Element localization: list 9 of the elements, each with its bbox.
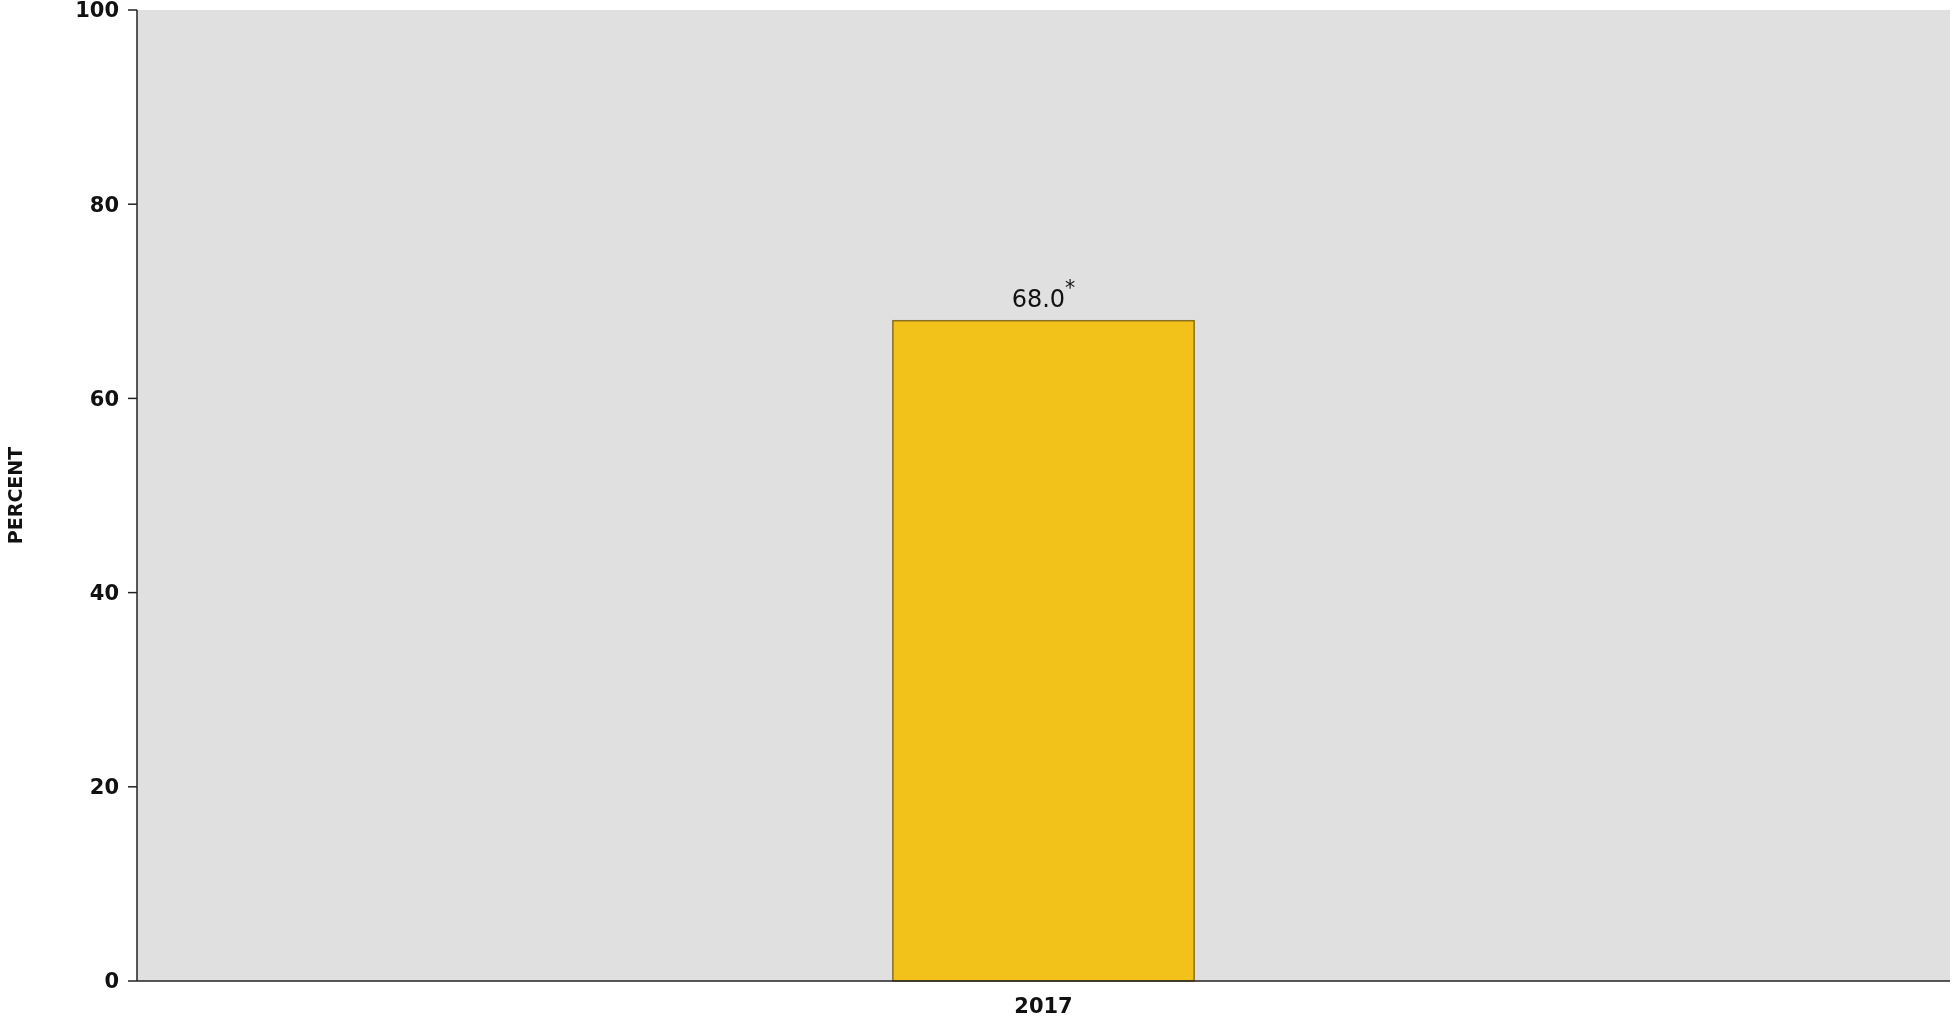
x-tick-label: 2017 [1014,994,1073,1018]
y-tick-label: 100 [75,0,119,23]
y-tick-label: 0 [104,969,119,994]
y-tick-label: 80 [89,192,119,217]
y-tick-label: 40 [89,580,119,605]
data-label: 68.0$^{*}$ [1011,275,1076,313]
y-tick-label: 20 [89,775,119,800]
y-tick-label: 60 [89,386,119,411]
y-axis-title: PERCENT [4,446,26,545]
